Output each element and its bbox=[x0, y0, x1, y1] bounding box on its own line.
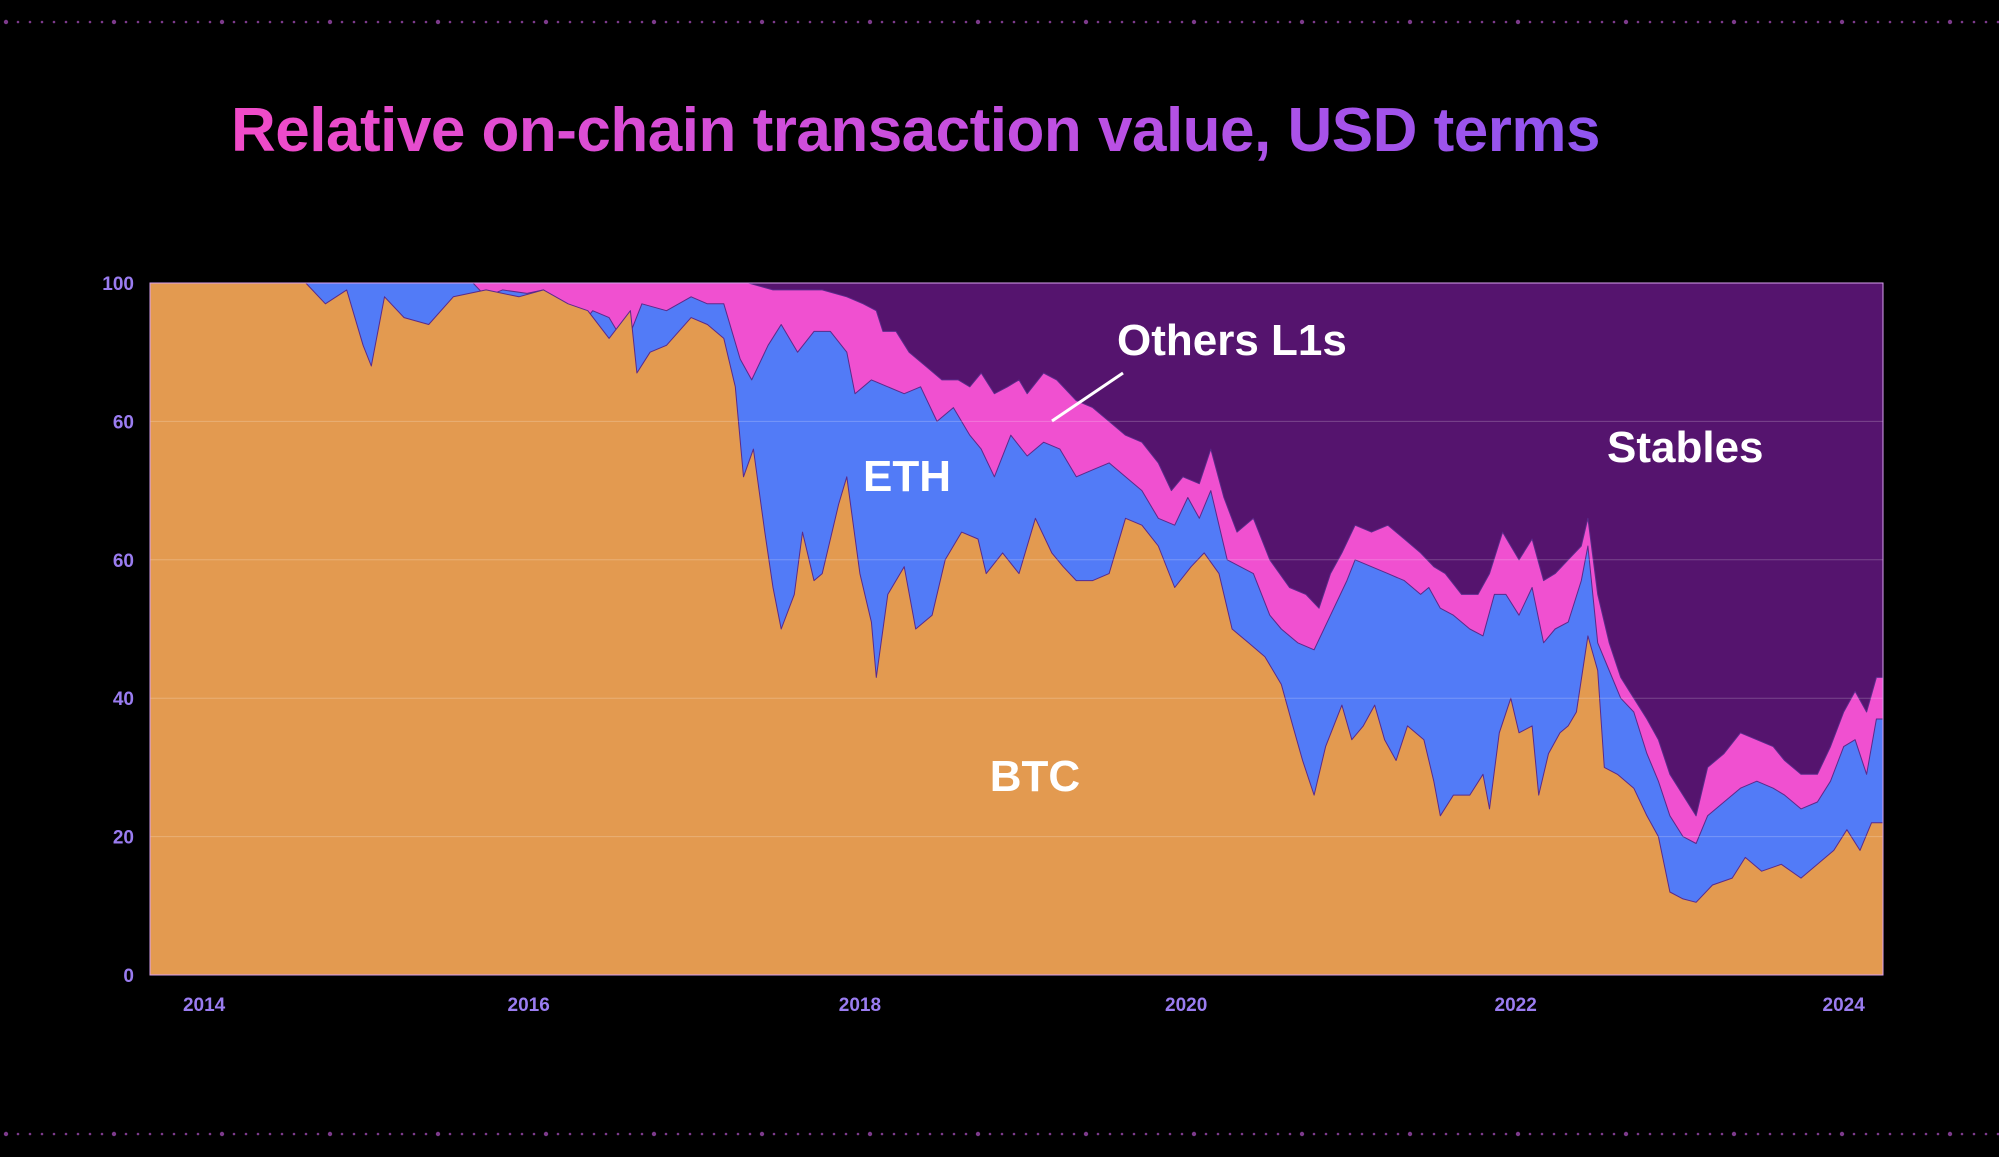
x-tick-label: 2020 bbox=[1165, 995, 1207, 1016]
plot-frame bbox=[149, 282, 1884, 976]
series-label-btc: BTC bbox=[990, 752, 1080, 801]
x-tick-label: 2024 bbox=[1823, 995, 1866, 1016]
y-tick-label: 60 bbox=[113, 412, 134, 433]
x-tick-label: 2014 bbox=[183, 995, 226, 1016]
series-label-others-l1s: Others L1s bbox=[1117, 316, 1347, 365]
y-tick-label: 100 bbox=[102, 274, 134, 295]
gridlines bbox=[150, 420, 1883, 838]
y-tick-label: 20 bbox=[113, 828, 134, 849]
y-tick-label: 40 bbox=[113, 689, 134, 710]
bottom-dotted-border bbox=[0, 1126, 1999, 1137]
series-label-eth: ETH bbox=[863, 452, 951, 501]
top-dotted-border bbox=[0, 14, 1999, 25]
chart-title: Relative on-chain transaction value, USD… bbox=[231, 96, 1600, 165]
y-tick-label: 60 bbox=[113, 551, 134, 572]
x-axis-ticks: 2014 2016 2018 2020 2022 2024 bbox=[183, 995, 1865, 1016]
chart-areas bbox=[149, 282, 1884, 976]
x-tick-label: 2018 bbox=[839, 995, 881, 1016]
x-tick-label: 2022 bbox=[1495, 995, 1537, 1016]
series-label-stables: Stables bbox=[1607, 423, 1764, 472]
area-btc bbox=[149, 282, 1884, 976]
y-tick-label: 0 bbox=[123, 966, 134, 987]
others-l1s-pointer-line bbox=[1051, 371, 1124, 423]
x-tick-label: 2016 bbox=[508, 995, 550, 1016]
y-axis-ticks: 0 20 40 60 60 100 bbox=[102, 274, 134, 987]
